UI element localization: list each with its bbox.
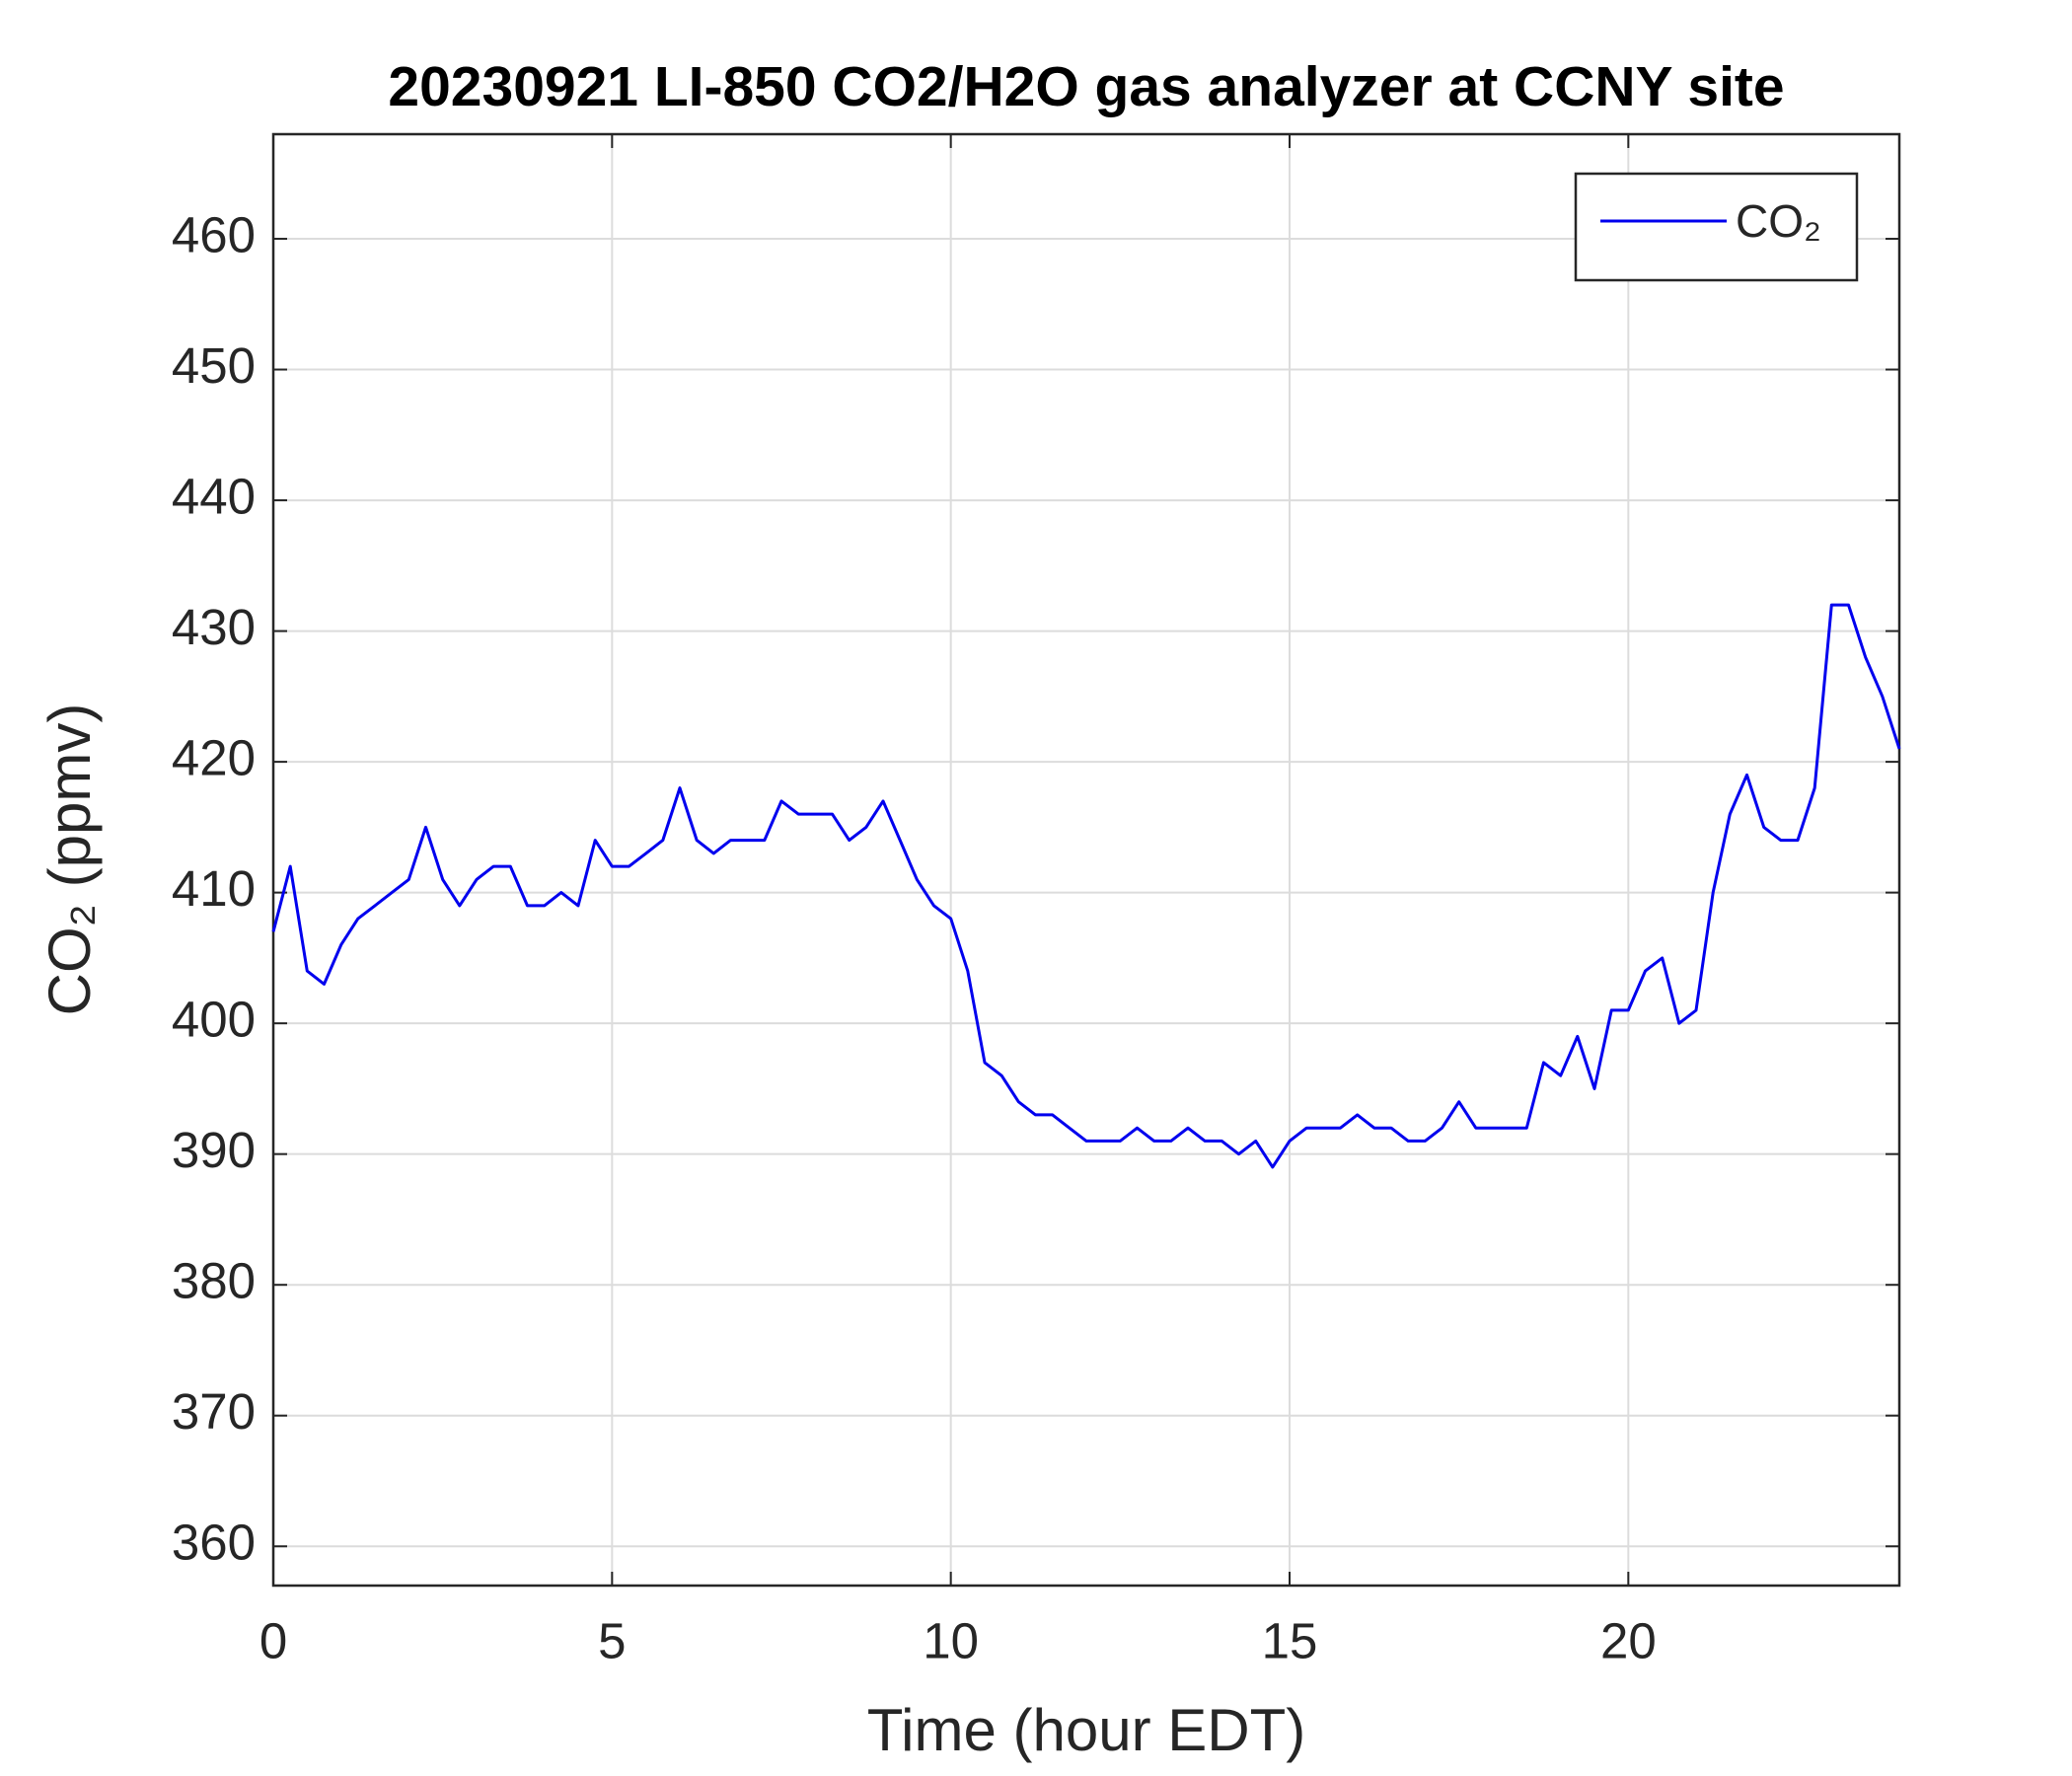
- x-tick-label: 20: [1600, 1612, 1657, 1668]
- plot-frame: [271, 132, 1901, 1588]
- y-tick-label: 420: [172, 730, 256, 786]
- chart-title: 20230921 LI-850 CO2/H2O gas analyzer at …: [388, 55, 1784, 118]
- y-tick-label: 440: [172, 469, 256, 525]
- y-tick-label: 460: [172, 206, 256, 262]
- x-tick-label: 5: [598, 1612, 626, 1668]
- x-tick-label: 10: [923, 1612, 979, 1668]
- y-tick-label: 410: [172, 860, 256, 917]
- y-tick-label: 430: [172, 599, 256, 655]
- y-tick-label: 360: [172, 1515, 256, 1571]
- y-tick-label: 390: [172, 1122, 256, 1178]
- legend-box: [1574, 172, 1859, 282]
- y-tick-label: 450: [172, 337, 256, 394]
- x-tick-label: 0: [259, 1612, 287, 1668]
- y-axis-label: CO₂ (ppmv): [37, 703, 103, 1016]
- data-line: [271, 603, 1901, 1169]
- x-axis-label: Time (hour EDT): [867, 1697, 1306, 1763]
- x-tick-label: 15: [1262, 1612, 1318, 1668]
- y-tick-label: 380: [172, 1253, 256, 1309]
- y-tick-label: 370: [172, 1383, 256, 1440]
- legend-label: CO₂: [1736, 195, 1821, 247]
- y-tick-label: 400: [172, 992, 256, 1048]
